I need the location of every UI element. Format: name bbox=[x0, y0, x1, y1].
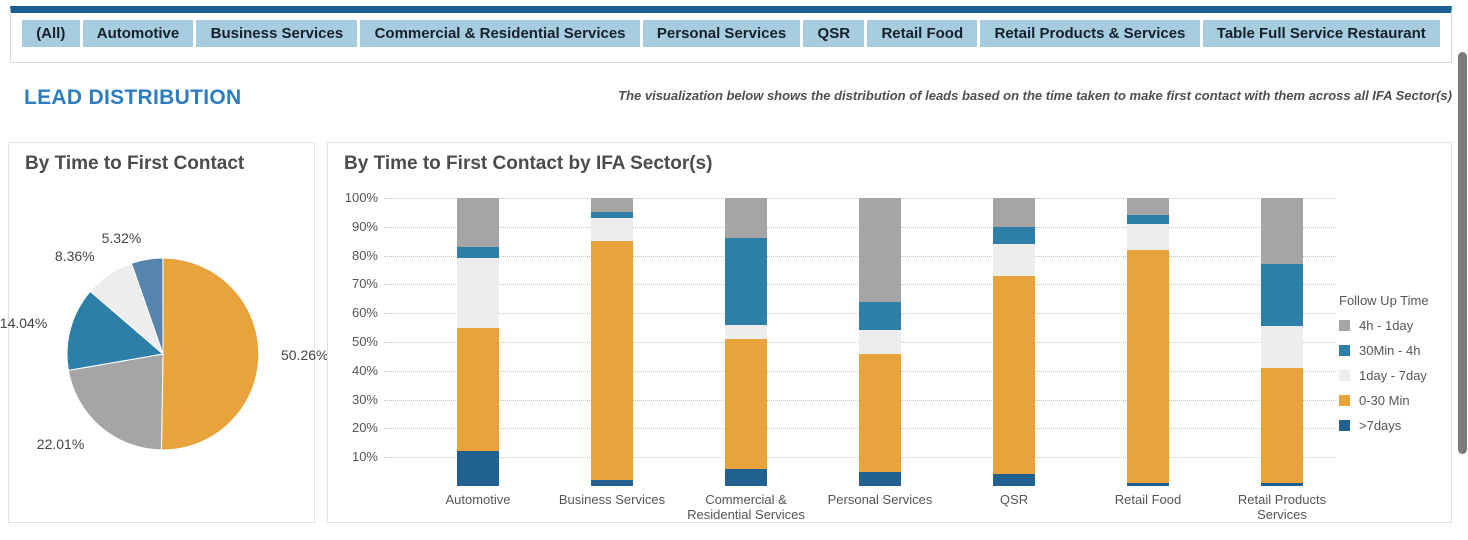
bar-segment-commercial-residential-services-4h-1day[interactable] bbox=[725, 198, 767, 239]
bar-segment-personal-services-1day-7day[interactable] bbox=[859, 330, 901, 354]
legend-label: 30Min - 4h bbox=[1359, 343, 1421, 358]
bar-segment-automotive-7days[interactable] bbox=[457, 451, 499, 486]
filter-tab-all[interactable]: (All) bbox=[22, 20, 80, 47]
bar-segment-business-services-1day-7day[interactable] bbox=[591, 218, 633, 242]
bar-segment-commercial-residential-services-1day-7day[interactable] bbox=[725, 324, 767, 340]
pie-panel: By Time to First Contact 50.26% 22.01% 14.… bbox=[0, 142, 328, 523]
legend-label: 1day - 7day bbox=[1359, 368, 1427, 383]
sector-filter-card: (All) Automotive Business Services Commerci… bbox=[10, 6, 1452, 63]
pie-slice-4h-1day[interactable] bbox=[67, 353, 164, 451]
bar-segment-retail-food-1day-7day[interactable] bbox=[1127, 223, 1169, 250]
legend-label: 0-30 Min bbox=[1359, 393, 1410, 408]
bar-segment-qsr-0-30-min[interactable] bbox=[993, 275, 1035, 475]
bar-segment-retail-food-7days[interactable] bbox=[1127, 483, 1169, 486]
y-axis-tick: 30% bbox=[351, 391, 378, 407]
filter-tab-commercial-residential-services[interactable]: Commercial & Residential Services bbox=[360, 20, 640, 47]
y-axis-tick: 80% bbox=[351, 247, 378, 263]
legend-swatch-30min-4h bbox=[1339, 345, 1350, 356]
y-axis-tick: 60% bbox=[351, 305, 378, 321]
x-axis-label-automotive: Automotive bbox=[445, 492, 511, 507]
bar-panel: By Time to First Contact by IFA Sector(s… bbox=[327, 142, 1452, 523]
filter-tab-automotive[interactable]: Automotive bbox=[82, 20, 194, 47]
bar-chart-title: By Time to First Contact by IFA Sector(s… bbox=[344, 153, 713, 174]
filter-tab-retail-products-services[interactable]: Retail Products & Services bbox=[980, 20, 1200, 47]
vertical-scrollbar-thumb[interactable] bbox=[1458, 52, 1467, 454]
bar-segment-retail-products-services-30min-4h[interactable] bbox=[1261, 264, 1303, 327]
legend-swatch-7days bbox=[1339, 420, 1350, 431]
legend-swatch-0-30-min bbox=[1339, 395, 1350, 406]
bar-segment-commercial-residential-services-0-30-min[interactable] bbox=[725, 339, 767, 469]
bar-segment-personal-services-4h-1day[interactable] bbox=[859, 198, 901, 302]
legend: Follow Up Time 4h - 1day 30Min - 4h 1day -… bbox=[1339, 293, 1429, 443]
x-axis-label-qsr: QSR bbox=[999, 492, 1029, 507]
bar-segment-business-services-4h-1day[interactable] bbox=[591, 198, 633, 213]
bar-segment-automotive-1day-7day[interactable] bbox=[457, 258, 499, 328]
legend-item-0-30-min[interactable]: 0-30 Min bbox=[1339, 393, 1429, 408]
bar-segment-personal-services-7days[interactable] bbox=[859, 471, 901, 486]
legend-title: Follow Up Time bbox=[1339, 293, 1429, 308]
legend-swatch-4h-1day bbox=[1339, 320, 1350, 331]
sector-filter-tabs: (All) Automotive Business Services Commerci… bbox=[22, 20, 1440, 47]
pie-chart-title: By Time to First Contact bbox=[25, 153, 245, 174]
bar-segment-qsr-7days[interactable] bbox=[993, 474, 1035, 486]
legend-label: >7days bbox=[1359, 418, 1402, 433]
bar-segment-retail-products-services-1day-7day[interactable] bbox=[1261, 326, 1303, 368]
bar-segment-personal-services-30min-4h[interactable] bbox=[859, 301, 901, 331]
legend-item-1day-7day[interactable]: 1day - 7day bbox=[1339, 368, 1429, 383]
y-axis-tick: 20% bbox=[351, 420, 378, 436]
filter-tab-personal-services[interactable]: Personal Services bbox=[642, 20, 801, 47]
legend-item-4h-1day[interactable]: 4h - 1day bbox=[1339, 318, 1429, 333]
y-axis-tick: 50% bbox=[351, 334, 378, 349]
bar-segment-qsr-30min-4h[interactable] bbox=[993, 226, 1035, 245]
pie-slice-30min-4h[interactable] bbox=[66, 290, 165, 371]
bar-segment-retail-products-services-4h-1day[interactable] bbox=[1261, 198, 1303, 265]
y-axis-tick: 10% bbox=[351, 449, 378, 465]
bar-segment-qsr-1day-7day[interactable] bbox=[993, 244, 1035, 276]
bar-segment-qsr-4h-1day[interactable] bbox=[993, 198, 1035, 227]
pie-label-7days: 5.32% bbox=[101, 229, 142, 246]
y-axis-tick: 70% bbox=[351, 276, 378, 292]
pie-label-30min-4h: 14.04% bbox=[0, 314, 48, 331]
bar-segment-retail-products-services-7days[interactable] bbox=[1261, 483, 1303, 486]
bar-segment-retail-products-services-0-30-min[interactable] bbox=[1261, 367, 1303, 484]
y-axis-tick: 40% bbox=[351, 362, 378, 378]
bar-segment-automotive-30min-4h[interactable] bbox=[457, 246, 499, 259]
y-axis-tick: 90% bbox=[351, 218, 378, 234]
bar-segment-business-services-30min-4h[interactable] bbox=[591, 212, 633, 219]
pie-slice-0-30-min[interactable] bbox=[160, 257, 260, 451]
bar-segment-automotive-0-30-min[interactable] bbox=[457, 327, 499, 452]
x-axis-label-business-services: Business Services bbox=[558, 492, 666, 507]
pie-chart bbox=[66, 257, 260, 451]
bar-segment-business-services-7days[interactable] bbox=[591, 480, 633, 486]
bar-segment-commercial-residential-services-30min-4h[interactable] bbox=[725, 238, 767, 325]
y-axis-tick: 100% bbox=[344, 190, 378, 205]
page-title: LEAD DISTRIBUTION bbox=[24, 86, 242, 109]
filter-tab-retail-food[interactable]: Retail Food bbox=[867, 20, 978, 47]
legend-swatch-1day-7day bbox=[1339, 370, 1350, 381]
legend-label: 4h - 1day bbox=[1359, 318, 1414, 333]
filter-tab-table-full-service-restaurant[interactable]: Table Full Service Restaurant bbox=[1202, 20, 1440, 47]
bar-segment-business-services-0-30-min[interactable] bbox=[591, 241, 633, 481]
x-axis-label-commercial-residential-services: Commercial & Residential Services bbox=[687, 492, 805, 522]
legend-item-30min-4h[interactable]: 30Min - 4h bbox=[1339, 343, 1429, 358]
bar-segment-automotive-4h-1day[interactable] bbox=[457, 198, 499, 247]
x-axis-label-retail-products-services: Retail Products Services bbox=[1237, 492, 1327, 522]
bar-segment-retail-food-4h-1day[interactable] bbox=[1127, 198, 1169, 216]
pie-label-4h-1day: 22.01% bbox=[36, 435, 85, 452]
pie-label-1day-7day: 8.36% bbox=[54, 248, 95, 265]
legend-item-7days[interactable]: >7days bbox=[1339, 418, 1429, 433]
filter-tab-qsr[interactable]: QSR bbox=[803, 20, 865, 47]
pie-label-0-30-min: 50.26% bbox=[280, 346, 329, 363]
bar-segment-retail-food-30min-4h[interactable] bbox=[1127, 215, 1169, 224]
pie-slice-7days[interactable] bbox=[130, 257, 164, 355]
bar-segment-commercial-residential-services-7days[interactable] bbox=[725, 468, 767, 486]
page-description: The visualization below shows the distri… bbox=[618, 88, 1452, 103]
x-axis-label-personal-services: Personal Services bbox=[827, 492, 933, 507]
bar-segment-personal-services-0-30-min[interactable] bbox=[859, 353, 901, 472]
filter-tab-business-services[interactable]: Business Services bbox=[196, 20, 358, 47]
bar-segment-retail-food-0-30-min[interactable] bbox=[1127, 249, 1169, 484]
x-axis-label-retail-food: Retail Food bbox=[1114, 492, 1182, 507]
